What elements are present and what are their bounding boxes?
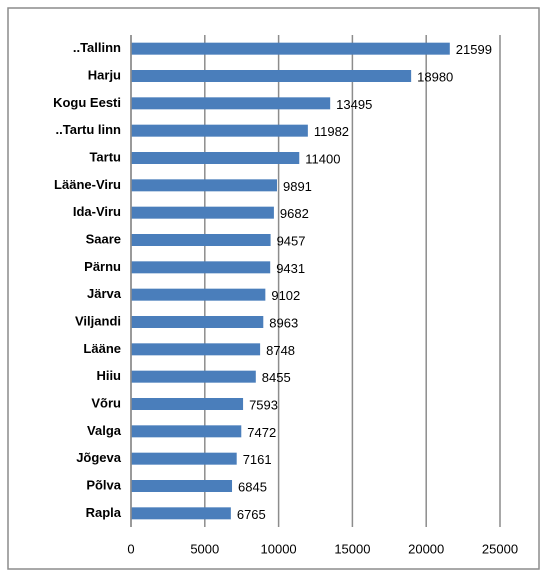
bar <box>131 70 412 82</box>
y-tick-label: ..Tartu linn <box>56 122 122 137</box>
y-tick-label: Võru <box>91 395 121 410</box>
value-label: 11982 <box>314 124 349 139</box>
y-tick-label: Järva <box>87 286 122 301</box>
x-tick-label: 10000 <box>261 541 297 556</box>
bar <box>131 179 277 192</box>
y-tick-label: Põlva <box>86 477 121 492</box>
x-tick-label: 25000 <box>482 541 518 556</box>
value-label: 8748 <box>266 343 295 358</box>
y-tick-label: Hiiu <box>96 368 121 383</box>
bar <box>131 370 256 383</box>
value-label: 6765 <box>237 507 266 522</box>
bar <box>131 316 264 328</box>
value-label: 9891 <box>283 179 312 194</box>
bar <box>131 288 266 301</box>
y-tick-label: Ida-Viru <box>73 204 121 219</box>
value-label: 13495 <box>336 97 372 112</box>
x-tick-label: 5000 <box>190 541 219 556</box>
bar <box>131 234 271 246</box>
y-tick-label: Kogu Eesti <box>53 95 121 110</box>
y-tick-label: Harju <box>88 67 121 82</box>
value-label: 9431 <box>276 261 305 276</box>
x-tick-label: 15000 <box>334 541 370 556</box>
value-label: 9102 <box>271 288 300 303</box>
value-label: 8455 <box>262 370 291 385</box>
y-tick-label: Rapla <box>86 505 122 520</box>
value-label: 11400 <box>305 151 340 166</box>
y-tick-label: Pärnu <box>84 259 121 274</box>
y-tick-label: Jõgeva <box>76 450 122 465</box>
y-tick-label: Tartu <box>89 149 121 164</box>
value-label: 21599 <box>456 42 492 57</box>
y-tick-label: Saare <box>86 231 121 246</box>
y-tick-label: ..Tallinn <box>73 40 121 55</box>
bar <box>131 42 450 55</box>
bar <box>131 480 233 492</box>
y-tick-label: Viljandi <box>75 313 121 328</box>
bar <box>131 97 331 110</box>
x-tick-label: 20000 <box>408 541 444 556</box>
bar <box>131 398 244 410</box>
value-label: 9682 <box>280 206 309 221</box>
x-tick-label: 0 <box>127 541 134 556</box>
y-tick-label: Lääne-Viru <box>54 177 121 192</box>
bar <box>131 452 237 465</box>
bar <box>131 343 261 356</box>
y-tick-label: Lääne <box>83 341 121 356</box>
y-tick-label: Valga <box>87 423 122 438</box>
value-label: 7593 <box>249 397 278 412</box>
value-label: 18980 <box>417 69 453 84</box>
value-label: 9457 <box>277 233 306 248</box>
value-label: 8963 <box>269 315 298 330</box>
bar <box>131 425 242 438</box>
value-label: 7161 <box>243 452 272 467</box>
bar <box>131 206 274 219</box>
value-label: 6845 <box>238 479 267 494</box>
bar <box>131 261 271 274</box>
bar <box>131 507 231 520</box>
value-label: 7472 <box>247 425 276 440</box>
bar <box>131 152 300 164</box>
bar <box>131 124 308 137</box>
